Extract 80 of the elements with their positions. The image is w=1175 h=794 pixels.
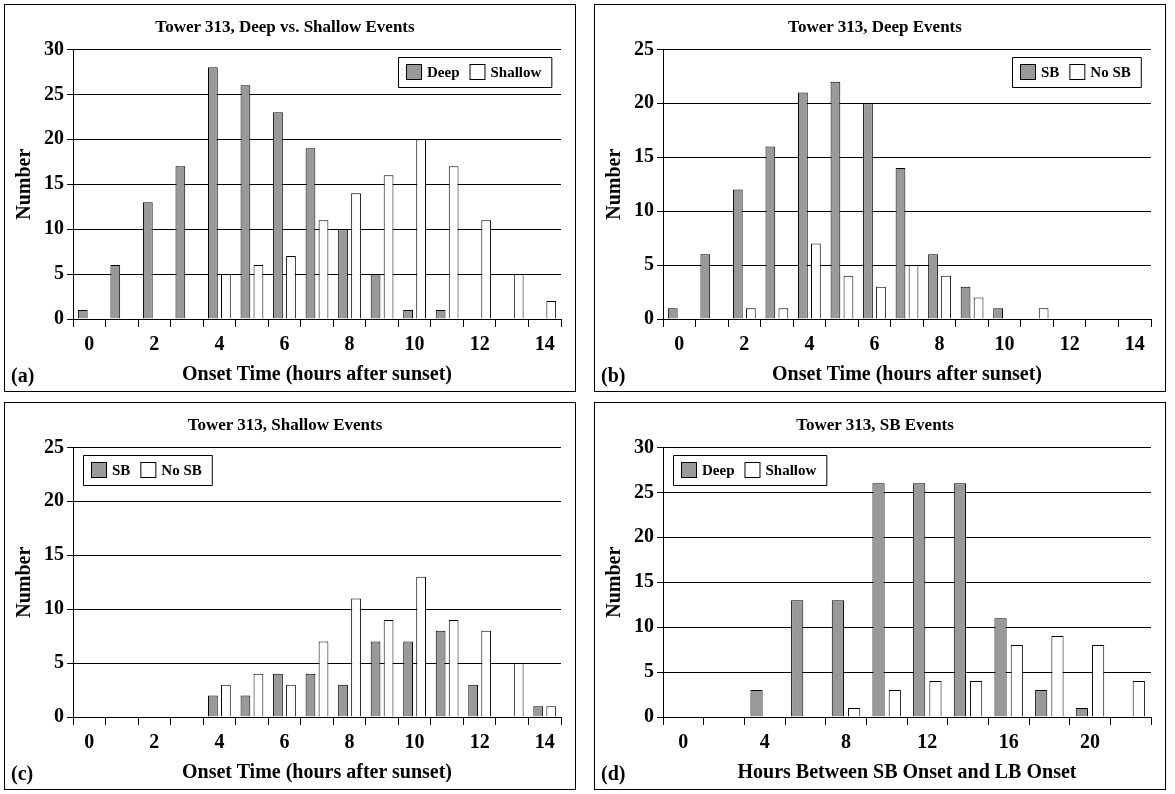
x-axis-title: Hours Between SB Onset and LB Onset [737, 760, 1077, 783]
x-tick-label: 12 [917, 730, 938, 753]
y-tick-label: 20 [634, 90, 654, 113]
y-tick-label: 15 [44, 171, 64, 194]
legend-label: No SB [1090, 63, 1131, 80]
y-tick-label: 10 [44, 216, 64, 239]
x-tick-label: 4 [214, 332, 225, 355]
y-tick-label: 20 [44, 488, 64, 511]
y-tick-label: 15 [44, 542, 64, 565]
legend-label: Shallow [490, 63, 542, 80]
x-tick-label: 14 [534, 730, 555, 753]
x-tick-label: 2 [149, 332, 160, 355]
x-tick-label: 2 [739, 332, 750, 355]
x-tick-label: 10 [404, 730, 425, 753]
y-tick-label: 0 [54, 306, 64, 329]
chart-title: Tower 313, SB Events [796, 414, 955, 434]
y-axis-title: Number [12, 148, 35, 220]
legend-label: SB [1041, 63, 1060, 80]
y-tick-label: 30 [44, 36, 64, 59]
x-tick-label: 8 [934, 332, 945, 355]
y-tick-label: 30 [634, 434, 654, 457]
y-tick-label: 5 [54, 650, 64, 673]
y-tick-label: 25 [634, 36, 654, 59]
x-tick-label: 14 [534, 332, 555, 355]
x-tick-label: 8 [841, 730, 851, 753]
text: (d) [601, 762, 626, 786]
x-tick-label: 12 [469, 730, 490, 753]
x-axis-title: Onset Time (hours after sunset) [182, 362, 452, 386]
y-tick-label: 20 [634, 524, 654, 547]
x-axis-title: Onset Time (hours after sunset) [182, 760, 452, 784]
legend-label: SB [112, 461, 131, 478]
y-tick-label: 25 [44, 434, 64, 457]
y-tick-label: 0 [644, 704, 654, 727]
y-tick-label: 5 [644, 659, 654, 682]
y-tick-label: 0 [644, 306, 654, 329]
text: (a) [11, 364, 35, 388]
y-tick-label: 10 [634, 614, 654, 637]
y-tick-label: 0 [54, 704, 64, 727]
y-tick-label: 10 [44, 596, 64, 619]
x-tick-label: 10 [994, 332, 1015, 355]
x-tick-label: 4 [214, 730, 225, 753]
y-tick-label: 15 [634, 569, 654, 592]
y-tick-label: 5 [644, 252, 654, 275]
x-tick-label: 10 [404, 332, 425, 355]
chart-title: Tower 313, Shallow Events [187, 414, 383, 434]
x-tick-label: 6 [279, 332, 290, 355]
y-axis-title: Number [602, 546, 625, 618]
legend-label: Shallow [765, 461, 817, 478]
x-tick-label: 0 [84, 332, 95, 355]
y-tick-label: 15 [634, 144, 654, 167]
chart-title: Tower 313, Deep Events [788, 16, 963, 36]
y-axis-title: Number [12, 546, 35, 618]
x-tick-label: 20 [1080, 730, 1100, 753]
x-tick-label: 6 [869, 332, 880, 355]
text: (c) [11, 762, 34, 786]
x-tick-label: 2 [149, 730, 160, 753]
legend-label: Deep [427, 63, 460, 80]
chart-title: Tower 313, Deep vs. Shallow Events [155, 16, 416, 36]
y-tick-label: 20 [44, 126, 64, 149]
legend-label: Deep [702, 461, 735, 478]
x-tick-label: 14 [1124, 332, 1145, 355]
x-tick-label: 0 [674, 332, 685, 355]
x-tick-label: 4 [804, 332, 815, 355]
y-tick-label: 10 [634, 198, 654, 221]
x-tick-label: 0 [84, 730, 95, 753]
x-tick-label: 12 [1059, 332, 1080, 355]
text: (b) [601, 364, 626, 388]
x-tick-label: 12 [469, 332, 490, 355]
legend-label: No SB [161, 461, 202, 478]
y-tick-label: 25 [44, 81, 64, 104]
x-tick-label: 4 [759, 730, 770, 753]
y-axis-title: Number [602, 148, 625, 220]
x-axis-title: Onset Time (hours after sunset) [772, 362, 1042, 386]
x-tick-label: 0 [678, 730, 689, 753]
x-tick-label: 8 [344, 730, 355, 753]
x-tick-label: 8 [344, 332, 355, 355]
x-tick-label: 16 [998, 730, 1019, 753]
y-tick-label: 5 [54, 261, 64, 284]
y-tick-label: 25 [634, 479, 654, 502]
x-tick-label: 6 [279, 730, 290, 753]
